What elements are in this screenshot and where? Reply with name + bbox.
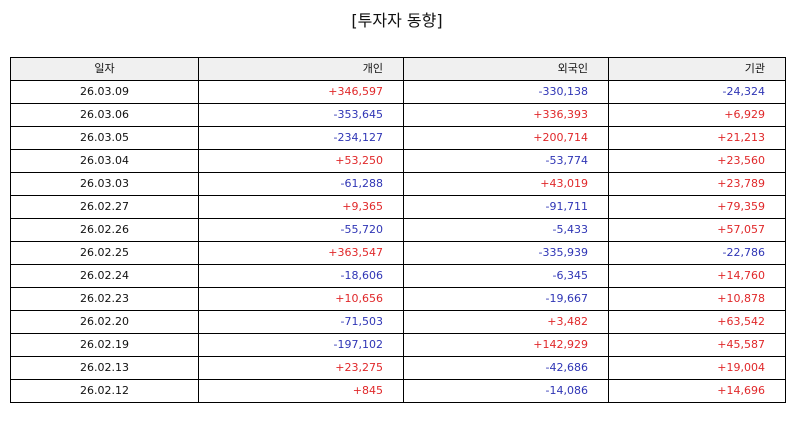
- table-row: 26.03.06 -353,645 +336,393 +6,929: [10, 103, 786, 127]
- cell-individual: +363,547: [198, 241, 404, 265]
- cell-institution: +10,878: [608, 287, 786, 311]
- cell-institution: +63,542: [608, 310, 786, 334]
- table-body: 26.03.09 +346,597 -330,138 -24,324 26.03.06-…: [10, 80, 786, 403]
- cell-individual: +10,656: [198, 287, 404, 311]
- cell-individual: -55,720: [198, 218, 404, 242]
- table-row: 26.03.05 -234,127 +200,714 +21,213: [10, 126, 786, 150]
- table-row: 26.02.20 -71,503 +3,482 +63,542: [10, 310, 786, 334]
- cell-foreign: +200,714: [403, 126, 609, 150]
- cell-individual: +346,597: [198, 80, 404, 104]
- cell-date: 26.03.06: [10, 103, 199, 127]
- cell-institution: +23,789: [608, 172, 786, 196]
- cell-institution: -24,324: [608, 80, 786, 104]
- table-row: 26.02.12 +845 -14,086 +14,696: [10, 379, 786, 403]
- cell-foreign: -335,939: [403, 241, 609, 265]
- cell-date: 26.02.23: [10, 287, 199, 311]
- table-row: 26.03.04 +53,250 -53,774 +23,560: [10, 149, 786, 173]
- table-header-row: 일자 개인 외국인 기관: [10, 57, 786, 81]
- cell-institution: +6,929: [608, 103, 786, 127]
- cell-date: 26.02.19: [10, 333, 199, 357]
- column-header-individual: 개인: [198, 57, 404, 81]
- cell-foreign: +336,393: [403, 103, 609, 127]
- cell-foreign: -14,086: [403, 379, 609, 403]
- cell-institution: +57,057: [608, 218, 786, 242]
- cell-date: 26.02.13: [10, 356, 199, 380]
- table-row: 26.02.27 +9,365 -91,711 +79,359: [10, 195, 786, 219]
- cell-institution: +14,696: [608, 379, 786, 403]
- cell-date: 26.02.24: [10, 264, 199, 288]
- cell-date: 26.02.25: [10, 241, 199, 265]
- cell-foreign: +142,929: [403, 333, 609, 357]
- column-header-date: 일자: [10, 57, 199, 81]
- cell-individual: -18,606: [198, 264, 404, 288]
- cell-date: 26.03.04: [10, 149, 199, 173]
- table-row: 26.02.13 +23,275 -42,686 +19,004: [10, 356, 786, 380]
- page-title: [투자자 동향]: [351, 11, 443, 30]
- cell-date: 26.03.03: [10, 172, 199, 196]
- cell-individual: +53,250: [198, 149, 404, 173]
- cell-foreign: -5,433: [403, 218, 609, 242]
- cell-individual: +23,275: [198, 356, 404, 380]
- cell-foreign: +3,482: [403, 310, 609, 334]
- cell-individual: -61,288: [198, 172, 404, 196]
- cell-individual: +9,365: [198, 195, 404, 219]
- cell-foreign: -91,711: [403, 195, 609, 219]
- cell-foreign: -6,345: [403, 264, 609, 288]
- cell-individual: -71,503: [198, 310, 404, 334]
- cell-date: 26.02.12: [10, 379, 199, 403]
- cell-date: 26.02.26: [10, 218, 199, 242]
- cell-individual: -197,102: [198, 333, 404, 357]
- cell-date: 26.03.05: [10, 126, 199, 150]
- column-header-institution: 기관: [608, 57, 786, 81]
- cell-individual: +845: [198, 379, 404, 403]
- table-row: 26.02.19 -197,102 +142,929 +45,587: [10, 333, 786, 357]
- cell-institution: +45,587: [608, 333, 786, 357]
- cell-institution: -22,786: [608, 241, 786, 265]
- cell-foreign: -53,774: [403, 149, 609, 173]
- table-row: 26.02.24 -18,606 -6,345 +14,760: [10, 264, 786, 288]
- table-row: 26.03.09 +346,597 -330,138 -24,324: [10, 80, 786, 104]
- cell-institution: +23,560: [608, 149, 786, 173]
- cell-date: 26.03.09: [10, 80, 199, 104]
- cell-foreign: -19,667: [403, 287, 609, 311]
- cell-date: 26.02.27: [10, 195, 199, 219]
- table-row: 26.02.25 +363,547 -335,939 -22,786: [10, 241, 786, 265]
- cell-foreign: -42,686: [403, 356, 609, 380]
- cell-date: 26.02.20: [10, 310, 199, 334]
- cell-institution: +19,004: [608, 356, 786, 380]
- cell-institution: +14,760: [608, 264, 786, 288]
- cell-individual: -234,127: [198, 126, 404, 150]
- cell-institution: +21,213: [608, 126, 786, 150]
- investor-trend-table: 일자 개인 외국인 기관 26.03.09 +346,597 -330,138 -24…: [10, 57, 786, 403]
- cell-institution: +79,359: [608, 195, 786, 219]
- table-row: 26.03.03 -61,288 +43,019 +23,789: [10, 172, 786, 196]
- cell-foreign: -330,138: [403, 80, 609, 104]
- table-row: 26.02.26 -55,720 -5,433 +57,057: [10, 218, 786, 242]
- column-header-foreign: 외국인: [403, 57, 609, 81]
- table-row: 26.02.23 +10,656 -19,667 +10,878: [10, 287, 786, 311]
- cell-foreign: +43,019: [403, 172, 609, 196]
- cell-individual: -353,645: [198, 103, 404, 127]
